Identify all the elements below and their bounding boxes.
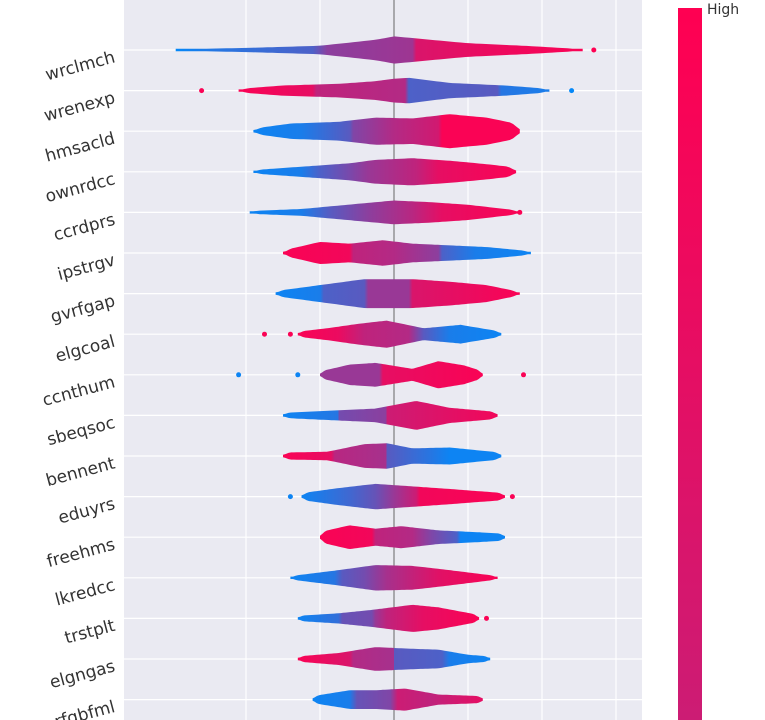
feature-label-elgcoal: elgcoal: [53, 332, 117, 367]
outlier-point: [262, 331, 267, 337]
violin-elgngas: [297, 647, 491, 671]
outlier-point: [287, 331, 293, 337]
outlier-point: [199, 88, 205, 94]
violin-wrclmch: [175, 36, 597, 64]
violin-shape: [283, 401, 498, 430]
feature-label-freehms: freehms: [45, 535, 118, 572]
violin-hmsacld: [253, 114, 520, 149]
feature-label-ccrdprs: ccrdprs: [51, 210, 117, 246]
violin-shape: [253, 158, 517, 186]
violin-lkredcc: [290, 565, 498, 591]
violin-trstplt: [297, 604, 489, 632]
violin-shape: [320, 361, 483, 389]
violin-shape: [290, 565, 498, 591]
outlier-point: [569, 88, 575, 94]
violin-shape: [297, 647, 491, 671]
violin-shape: [238, 77, 550, 104]
violin-ownrdcc: [253, 158, 517, 186]
violin-ipstrgv: [283, 240, 531, 266]
feature-label-gvrfgap: gvrfgap: [49, 291, 118, 327]
outlier-point: [236, 372, 242, 378]
violin-freehms: [320, 525, 505, 549]
feature-label-hmsacld: hmsacld: [43, 129, 117, 167]
violin-ccrdprs: [249, 200, 523, 225]
violin-eduyrs: [287, 483, 515, 510]
feature-label-lkredcc: lkredcc: [53, 575, 117, 610]
colorbar-high-label: High: [707, 2, 739, 18]
violin-shape: [297, 604, 480, 632]
feature-label-elgngas: elgngas: [48, 656, 118, 693]
violin-shape: [312, 688, 483, 711]
violin-ccnthum: [236, 361, 526, 389]
violin-shape: [297, 320, 502, 348]
feature-label-ipstrgv: ipstrgv: [56, 251, 118, 285]
violin-shape: [283, 240, 531, 266]
feature-label-eduyrs: eduyrs: [56, 494, 117, 528]
violin-elgcoal: [262, 320, 502, 348]
violin-shape: [320, 525, 505, 549]
outlier-point: [287, 494, 293, 500]
feature-label-wrenexp: wrenexp: [42, 88, 117, 126]
violin-wrenexp: [199, 77, 575, 104]
feature-label-bennent: bennent: [44, 453, 118, 491]
feature-label-wrclmch: wrclmch: [43, 48, 117, 86]
violin-sbeqsoc: [283, 401, 498, 430]
colorbar-gradient: [678, 8, 702, 720]
violin-shape: [301, 483, 505, 510]
feature-label-ownrdcc: ownrdcc: [43, 169, 117, 207]
outlier-point: [591, 47, 597, 53]
feature-label-rfgbfml: rfgbfml: [52, 697, 117, 720]
colorbar: High: [678, 2, 739, 720]
outlier-point: [295, 372, 301, 378]
violin-shape: [253, 114, 520, 149]
feature-label-ccnthum: ccnthum: [40, 372, 117, 411]
violin-bennent: [283, 443, 502, 469]
violins: [175, 36, 597, 711]
violin-rfgbfml: [312, 688, 483, 711]
outlier-point: [517, 209, 523, 215]
violin-shape: [175, 36, 583, 64]
outlier-point: [484, 615, 489, 621]
violin-shape: [275, 279, 520, 309]
outlier-point: [509, 494, 515, 500]
feature-label-trstplt: trstplt: [63, 616, 118, 649]
violin-shape: [249, 200, 520, 225]
outlier-point: [521, 372, 526, 378]
violin-gvrfgap: [275, 279, 520, 309]
violin-shape: [283, 443, 502, 469]
feature-label-sbeqsoc: sbeqsoc: [45, 413, 117, 450]
